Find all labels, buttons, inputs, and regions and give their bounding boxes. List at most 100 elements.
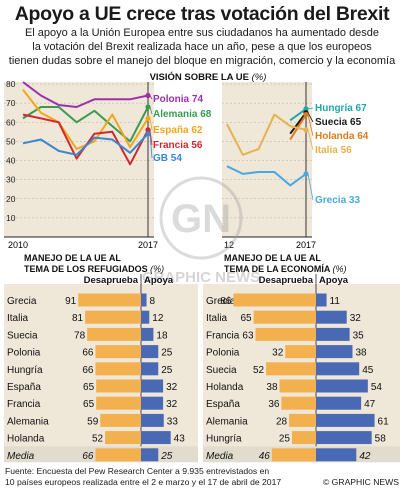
series-leader (307, 114, 314, 137)
bar-disapprove (87, 327, 141, 341)
bar-value-approve: 58 (375, 434, 387, 445)
right-chart-panel (222, 82, 312, 237)
subtitle-line: El apoyo a la Unión Europea entre sus ci… (24, 27, 380, 39)
bar-value-disapprove: 36 (268, 399, 280, 410)
bar-value-approve: 47 (364, 399, 376, 410)
x-tick-label: 2010 (8, 240, 28, 250)
series-line-gb (22, 133, 149, 156)
series-label: Holanda 64 (315, 131, 369, 142)
bar-approve (316, 327, 350, 341)
bar-disapprove (100, 413, 141, 427)
bar-category-label: España (206, 399, 240, 410)
source-line: 10 países europeos realizada entre el 2 … (5, 477, 282, 487)
bar-disapprove (292, 431, 316, 445)
bar-value-approve: 32 (166, 382, 178, 393)
bar-approve (316, 293, 327, 307)
bar-value-disapprove: 65 (83, 399, 95, 410)
bar-chart-title: MANEJO DE LA UE AL (224, 253, 321, 263)
bar-category-label: Suecia (206, 365, 237, 376)
bar-approve (141, 379, 164, 393)
series-label: GB 54 (153, 153, 182, 164)
legend-disapprove: Desaprueba (84, 275, 139, 286)
bar-disapprove (281, 396, 316, 410)
bar-category-label: Holanda (7, 434, 45, 445)
bar-category-label: Media (206, 451, 234, 462)
bar-value-approve: 45 (362, 365, 374, 376)
bar-category-label: Grecia (7, 296, 37, 307)
bar-disapprove (271, 448, 316, 462)
line-chart-title-text: VISIÓN SOBRE LA UE (150, 71, 252, 83)
series-label: Suecia 65 (315, 117, 362, 128)
bar-approve (141, 310, 150, 324)
y-tick-label: 80 (6, 79, 16, 89)
bar-category-label: Italia (206, 313, 228, 324)
bar-approve (316, 362, 360, 376)
bar-approve (316, 448, 357, 462)
bar-disapprove (96, 396, 141, 410)
bar-value-disapprove: 66 (82, 348, 94, 359)
watermark-monogram: GN (171, 197, 231, 241)
bar-approve (316, 396, 362, 410)
y-tick-label: 70 (6, 98, 16, 108)
bar-approve (141, 345, 159, 359)
series-label: Italia 56 (315, 145, 352, 156)
bar-disapprove (78, 293, 141, 307)
bar-disapprove (289, 413, 316, 427)
page-title: Apoyo a UE crece tras votación del Brexi… (14, 3, 390, 25)
series-line-polonia (22, 81, 149, 108)
bar-value-disapprove: 66 (82, 365, 94, 376)
subtitle: El apoyo a la Unión Europea entre sus ci… (0, 26, 404, 68)
series-endpoint-grecia (303, 171, 309, 177)
bar-chart-title: TEMA DE LOS REFUGIADOS (%) (24, 264, 164, 274)
bar-category-label: Hungría (206, 434, 242, 445)
series-endpoint-hungra (303, 106, 309, 112)
bar-approve (316, 310, 347, 324)
series-line-grecia (226, 165, 307, 187)
legend-disapprove: Desaprueba (259, 275, 314, 286)
bar-chart-title: TEMA DE LA ECONOMÍA (%) (224, 264, 347, 274)
bar-category-label: Holanda (206, 382, 244, 393)
bar-value-approve: 54 (371, 382, 383, 393)
line-chart-title: VISIÓN SOBRE LA UE (%) (150, 71, 267, 83)
bar-disapprove (105, 431, 141, 445)
bar-value-disapprove: 86 (220, 296, 232, 307)
bar-category-label: Alemania (7, 416, 49, 427)
bar-value-disapprove: 66 (82, 451, 94, 462)
bar-approve (141, 431, 171, 445)
series-leader (307, 129, 314, 151)
bar-value-disapprove: 59 (87, 416, 99, 427)
bar-value-approve: 32 (350, 313, 362, 324)
series-line-italia (226, 113, 307, 156)
series-leader (307, 107, 314, 110)
bar-disapprove (95, 448, 141, 462)
bar-disapprove (255, 327, 316, 341)
series-endpoint-polonia (145, 92, 151, 99)
bar-approve (141, 327, 154, 341)
bar-disapprove (95, 345, 141, 359)
bar-disapprove (95, 362, 141, 376)
bar-value-disapprove: 52 (253, 365, 265, 376)
watermark-text: GRAPHIC NEWS (142, 269, 260, 286)
bar-approve (316, 431, 372, 445)
bar-category-label: Alemania (206, 416, 248, 427)
series-leader (149, 106, 153, 115)
y-tick-label: 60 (6, 117, 16, 127)
series-label: Polonia 74 (153, 94, 203, 105)
bar-value-approve: 25 (161, 365, 173, 376)
bar-disapprove (266, 362, 316, 376)
bar-value-approve: 25 (160, 451, 173, 462)
x-tick-label: 12 (224, 240, 234, 250)
series-label: Alemania 68 (153, 109, 212, 120)
subtitle-line: tienen dudas sobre el manejo del bloque … (8, 55, 396, 67)
bar-value-approve: 61 (378, 416, 390, 427)
series-label: Francia 56 (153, 140, 203, 151)
bar-value-approve: 33 (167, 416, 179, 427)
bar-value-disapprove: 28 (276, 416, 288, 427)
bar-value-approve: 8 (150, 296, 156, 307)
bar-category-label: España (7, 382, 41, 393)
bar-value-disapprove: 46 (259, 451, 271, 462)
bar-value-disapprove: 65 (83, 382, 95, 393)
bar-category-label: Polonia (206, 348, 240, 359)
series-leader (307, 173, 314, 201)
source-note: Fuente: Encuesta del Pew Research Center… (5, 466, 281, 488)
